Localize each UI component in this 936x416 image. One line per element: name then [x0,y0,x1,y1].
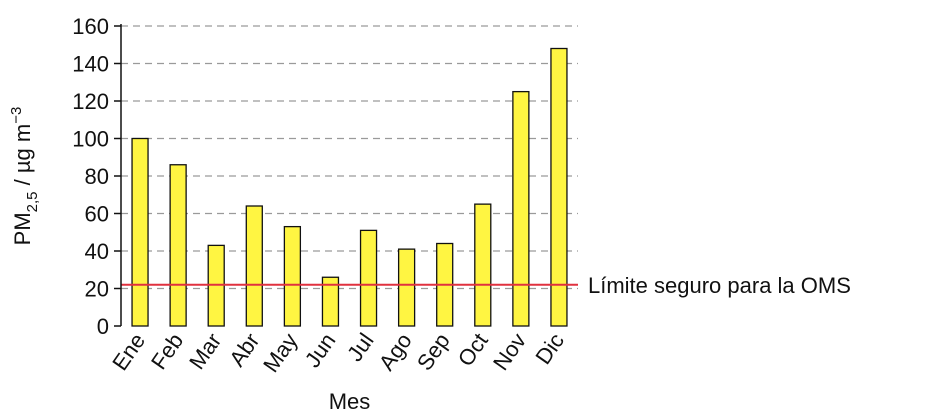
y-ticks: 0 20 40 60 80 100 120 140 160 [72,14,121,339]
y-tick-label: 140 [72,52,109,77]
y-tick-label: 20 [85,277,109,302]
bar-dic [550,47,568,327]
x-axis-title: Mes [329,389,371,414]
x-tick-label: Ago [374,329,417,375]
y-tick-label: 120 [72,89,109,114]
bars [131,47,568,327]
y-title-subscript: 2,5 [24,191,41,212]
y-tick-label: 60 [85,202,109,227]
y-title-superscript: −3 [8,107,25,124]
y-title-unit: / µg m [10,124,35,192]
bar-jul [359,229,378,327]
x-tick-label: Sep [412,329,455,375]
y-title-prefix: PM [10,212,35,245]
x-tick-label: May [258,329,302,377]
who-limit-label: Límite seguro para la OMS [588,273,851,298]
x-tick-label: Oct [453,329,493,371]
y-tick-label: 0 [97,314,109,339]
x-tick-label: Feb [146,329,188,374]
x-tick-label: Dic [530,329,569,369]
bar-nov [512,90,530,327]
x-tick-label: Nov [488,329,531,375]
y-tick-label: 40 [85,239,109,264]
x-tick-label: Jun [300,329,341,372]
bar-ago [397,248,416,327]
x-tick-label: Abr [224,329,264,371]
y-tick-label: 160 [72,14,109,39]
bar-ene [131,137,149,327]
x-tick-label: Mar [184,329,226,374]
y-axis-title: PM2,5 / µg m−3 [8,107,41,246]
bar-oct [474,203,492,327]
y-tick-label: 100 [72,127,109,152]
bar-may [283,225,302,327]
bar-feb [169,164,187,327]
bar-abr [245,205,263,327]
x-tick-label: Ene [107,329,150,375]
y-tick-label: 80 [85,164,109,189]
bar-jun [321,276,340,327]
gridlines [121,25,578,290]
